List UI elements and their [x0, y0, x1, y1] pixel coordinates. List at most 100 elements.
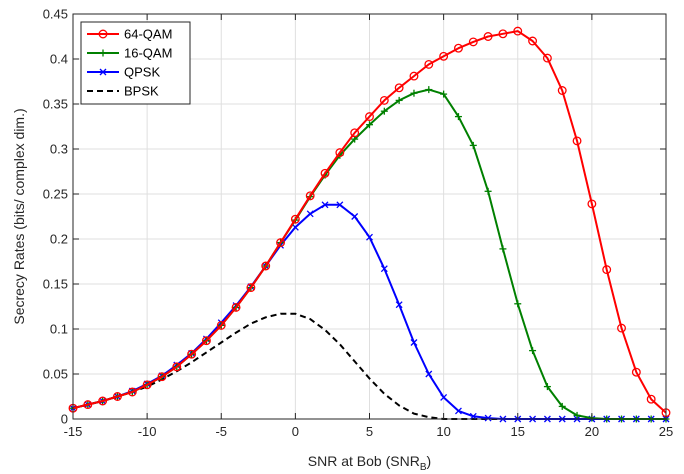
data-point-16-qam	[558, 402, 566, 410]
legend-label-qpsk: QPSK	[124, 65, 160, 80]
data-point-64-qam	[602, 265, 612, 275]
legend-entry-qpsk: QPSK	[87, 65, 160, 80]
data-point-qpsk	[366, 233, 373, 241]
x-tick-label: 25	[659, 424, 673, 439]
data-point-qpsk	[306, 210, 314, 218]
data-point-64-qam	[83, 400, 93, 410]
data-point-64-qam	[454, 43, 463, 53]
y-axis-label: Secrecy Rates (bits/ complex dim.)	[11, 108, 27, 324]
data-point-64-qam	[335, 148, 345, 158]
data-point-64-qam	[305, 191, 315, 201]
data-point-qpsk	[380, 265, 388, 273]
y-tick-label: 0.2	[50, 232, 68, 247]
data-point-16-qam	[440, 90, 448, 98]
data-point-64-qam	[350, 128, 360, 138]
y-tick-label: 0.35	[43, 97, 68, 112]
data-point-64-qam	[542, 53, 552, 63]
x-tick-label: -5	[215, 424, 227, 439]
data-point-64-qam	[394, 83, 404, 93]
data-point-16-qam	[543, 383, 551, 391]
data-point-64-qam	[587, 199, 597, 209]
data-point-16-qam	[484, 187, 492, 195]
y-tick-label: 0.3	[50, 142, 68, 157]
data-point-qpsk	[351, 213, 359, 220]
data-point-64-qam	[157, 372, 167, 382]
legend-marker-16-qam	[99, 49, 107, 57]
x-tick-label: 20	[585, 424, 599, 439]
y-tick-label: 0.4	[50, 52, 68, 67]
data-point-64-qam	[572, 136, 582, 146]
data-point-64-qam	[631, 367, 641, 377]
data-point-16-qam	[454, 113, 462, 121]
legend-entry-16-qam: 16-QAM	[87, 46, 172, 61]
y-tick-label: 0.1	[50, 322, 68, 337]
legend-label-16-qam: 16-QAM	[124, 46, 172, 61]
data-point-64-qam	[409, 71, 419, 81]
data-point-64-qam	[127, 387, 137, 397]
legend-label-bpsk: BPSK	[124, 84, 159, 99]
x-tick-label: 5	[366, 424, 373, 439]
data-point-qpsk	[291, 223, 299, 231]
data-point-64-qam	[365, 112, 374, 122]
x-tick-label: -10	[138, 424, 157, 439]
y-tick-label: 0	[61, 412, 68, 427]
data-point-64-qam	[261, 261, 271, 271]
data-point-64-qam	[98, 396, 108, 406]
data-point-64-qam	[646, 394, 656, 404]
x-tick-label: -15	[64, 424, 83, 439]
data-point-64-qam	[290, 214, 300, 224]
data-point-qpsk	[395, 301, 403, 309]
data-point-64-qam	[172, 362, 182, 372]
data-point-16-qam	[499, 245, 507, 253]
y-tick-label: 0.45	[43, 7, 68, 22]
x-tick-label: 0	[292, 424, 299, 439]
data-point-64-qam	[246, 283, 256, 293]
legend-marker-64-qam	[98, 29, 108, 39]
data-point-16-qam	[469, 141, 477, 149]
y-tick-label: 0.05	[43, 367, 68, 382]
tick-labels: -15 -10 -5 0 5 10 15 20 25 0 0.05 0.1 0.15 0.2 0.25 0.3…	[43, 7, 674, 440]
data-point-qpsk	[410, 339, 418, 346]
legend-label-64-qam: 64-QAM	[124, 27, 172, 42]
y-tick-label: 0.15	[43, 277, 68, 292]
data-point-64-qam	[424, 59, 434, 69]
data-point-64-qam	[498, 29, 508, 39]
data-point-64-qam	[231, 302, 241, 312]
data-point-16-qam	[573, 411, 581, 419]
data-point-16-qam	[366, 121, 373, 129]
data-point-16-qam	[410, 89, 418, 97]
data-point-16-qam	[529, 347, 537, 355]
data-point-qpsk	[425, 370, 433, 378]
y-tick-label: 0.25	[43, 187, 68, 202]
data-point-64-qam	[379, 95, 389, 105]
data-point-64-qam	[187, 349, 197, 359]
data-point-qpsk	[440, 393, 448, 401]
data-point-64-qam	[513, 26, 523, 36]
data-point-64-qam	[528, 36, 538, 46]
data-point-64-qam	[216, 320, 226, 330]
series-64-qam	[68, 26, 671, 418]
data-point-qpsk	[469, 412, 477, 420]
data-point-qpsk	[454, 407, 462, 415]
data-point-16-qam	[425, 86, 433, 94]
series-line-64-qam	[72, 30, 667, 414]
data-point-64-qam	[276, 238, 285, 248]
data-point-64-qam	[113, 392, 122, 401]
legend-marker-qpsk	[99, 68, 107, 76]
x-axis-label: SNR at Bob (SNRB)	[308, 453, 431, 473]
data-point-64-qam	[483, 32, 493, 41]
data-point-64-qam	[617, 323, 626, 333]
data-point-64-qam	[142, 380, 152, 390]
legend: 64-QAM 16-QAM QPSK BPSK	[80, 21, 191, 105]
x-tick-label: 10	[436, 424, 450, 439]
data-point-qpsk	[484, 414, 492, 422]
data-point-64-qam	[439, 51, 449, 61]
data-point-qpsk	[321, 201, 329, 209]
legend-entry-bpsk: BPSK	[87, 84, 159, 99]
x-tick-label: 15	[511, 424, 525, 439]
data-point-64-qam	[557, 86, 567, 95]
axes	[72, 13, 667, 420]
data-point-qpsk	[336, 201, 344, 209]
